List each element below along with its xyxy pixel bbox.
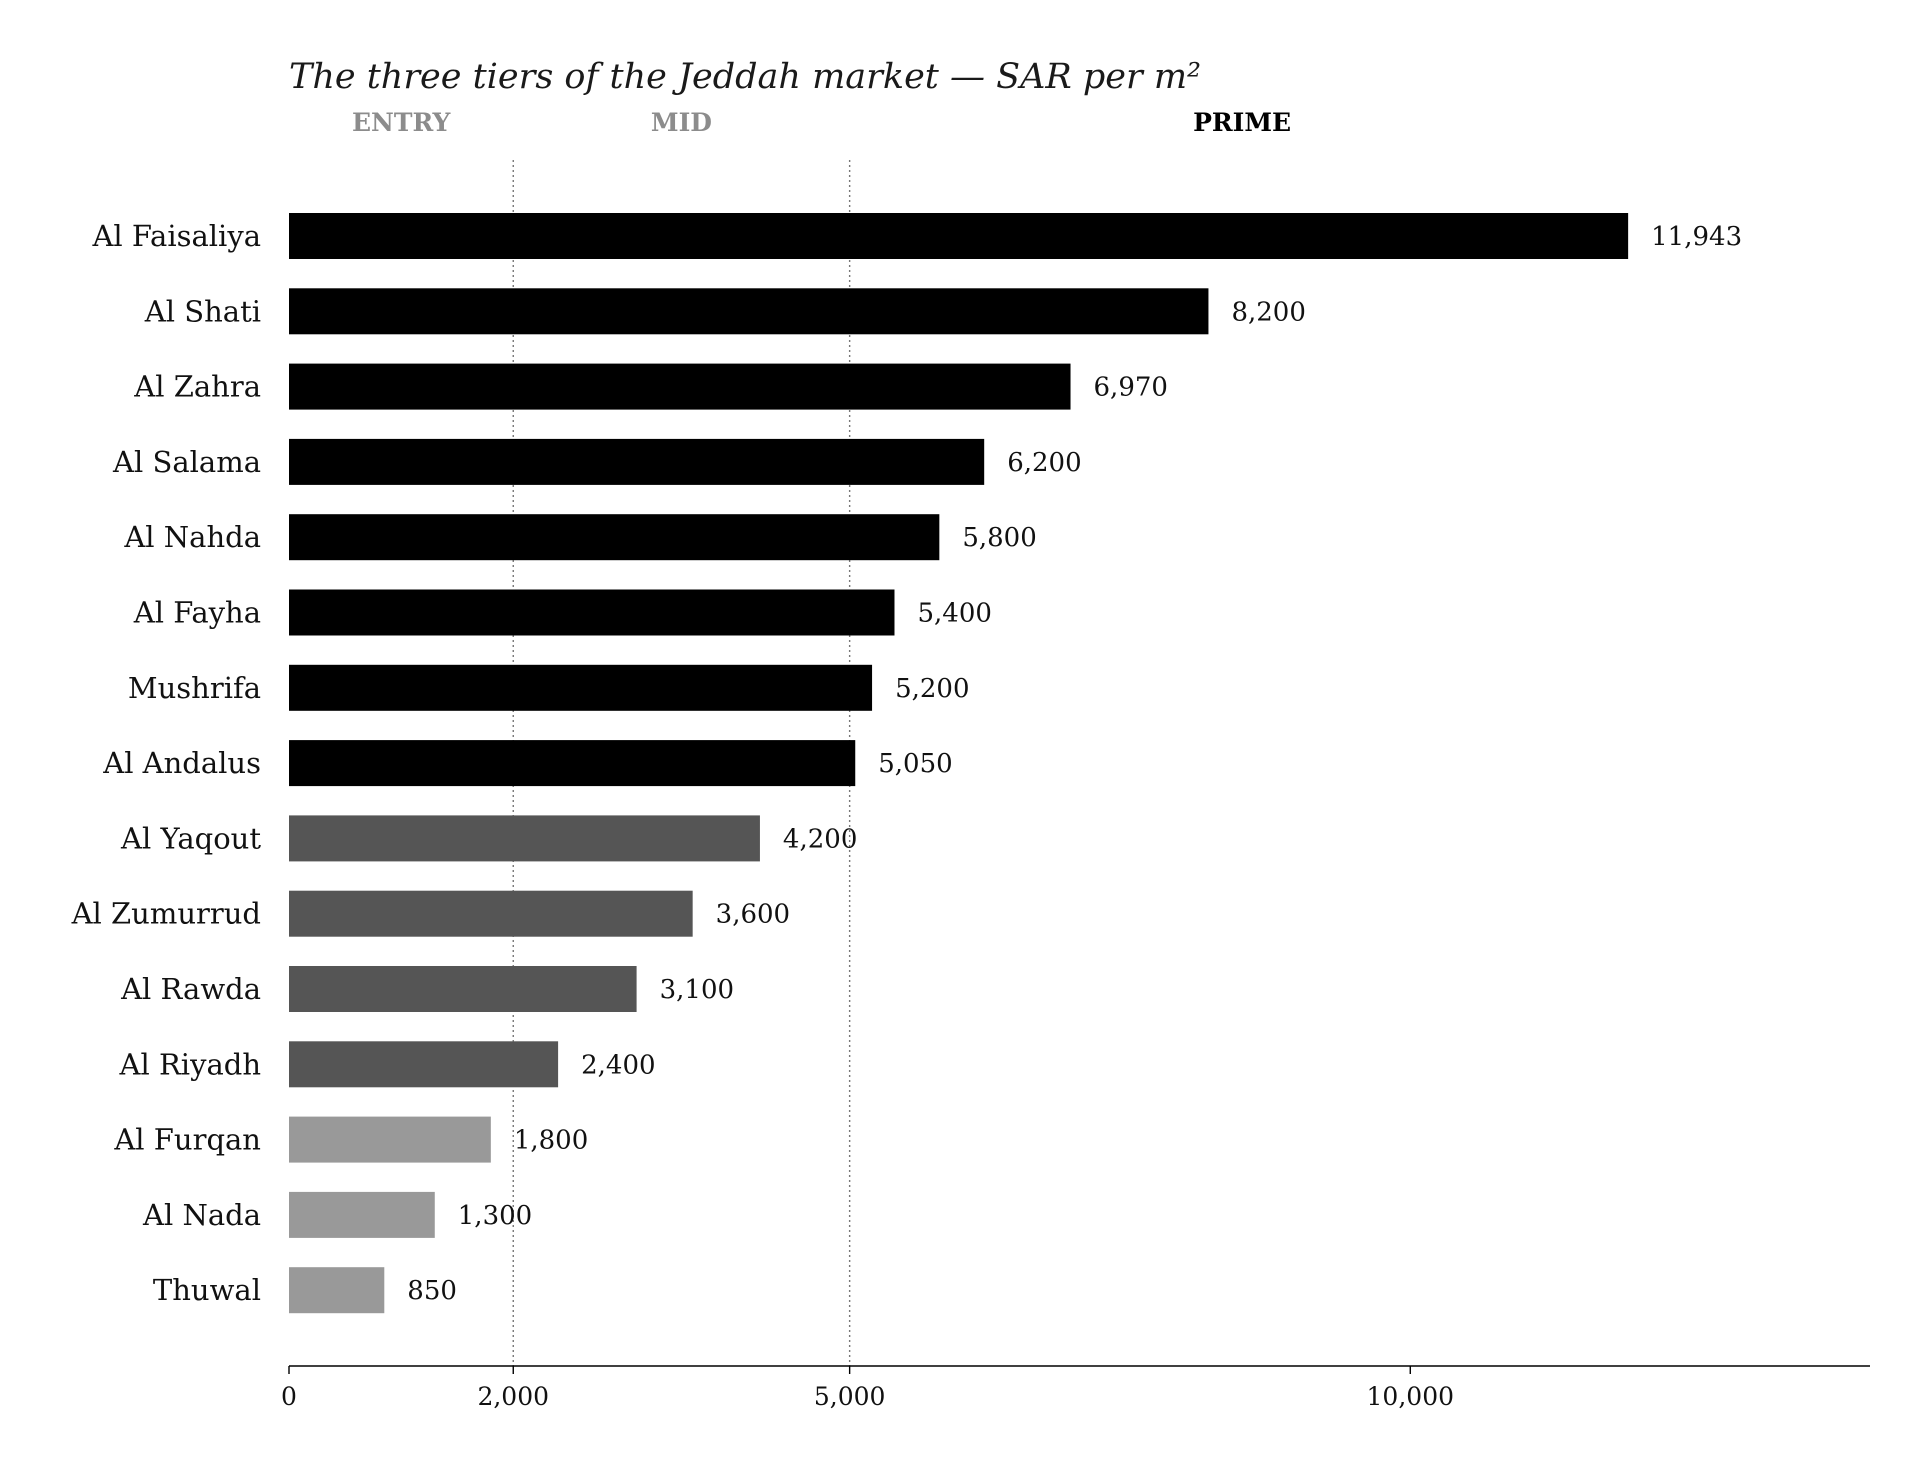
value-label: 2,400 [581, 1050, 655, 1080]
category-label: Al Nahda [123, 520, 261, 554]
x-tick-label: 5,000 [814, 1382, 886, 1411]
value-label: 3,600 [716, 900, 790, 930]
bar-al-faisaliya [289, 213, 1629, 259]
bar-al-zumurrud [289, 890, 693, 937]
x-tick-label: 10,000 [1367, 1382, 1454, 1411]
bar-al-zahra [289, 363, 1071, 410]
bar-al-nada [289, 1191, 435, 1238]
value-labels: 11,943 8,200 6,970 6,200 5,800 5,400 5,200 5,05… [407, 222, 1742, 1306]
value-label: 1,800 [514, 1126, 588, 1156]
category-label: Al Riyadh [119, 1047, 261, 1081]
category-label: Al Andalus [102, 746, 261, 780]
category-label: Al Zahra [133, 370, 261, 404]
value-label: 5,050 [878, 749, 952, 779]
category-label: Al Faisaliya [91, 219, 261, 253]
value-label: 4,200 [783, 824, 857, 854]
tier-labels: ENTRY MID PRIME [352, 108, 1291, 137]
x-tick-label: 0 [281, 1382, 297, 1411]
value-label: 6,970 [1094, 373, 1168, 403]
bar-al-yaqout [289, 815, 760, 862]
bar-al-furqan [289, 1116, 491, 1163]
bar-thuwal [289, 1267, 385, 1314]
value-label: 5,400 [917, 599, 991, 629]
value-label: 6,200 [1007, 448, 1081, 478]
category-label: Al Zumurrud [71, 897, 261, 931]
tier-label-entry: ENTRY [352, 108, 452, 137]
bar-al-rawda [289, 966, 637, 1012]
category-label: Al Furqan [113, 1123, 261, 1157]
category-label: Al Fayha [133, 596, 261, 630]
category-label: Al Yaqout [120, 821, 261, 855]
tier-label-prime: PRIME [1193, 108, 1291, 137]
bar-al-nahda [289, 514, 940, 561]
bars [289, 213, 1629, 1314]
bar-al-riyadh [289, 1041, 559, 1088]
value-label: 5,200 [895, 674, 969, 704]
value-label: 3,100 [660, 975, 734, 1005]
bar-al-andalus [289, 740, 856, 787]
value-label: 1,300 [458, 1201, 532, 1231]
category-label: Al Shati [144, 294, 261, 328]
x-axis: 0 2,000 5,000 10,000 [281, 1365, 1870, 1411]
category-labels: Al Faisaliya Al Shati Al Zahra Al Salama Al … [71, 219, 262, 1307]
value-label: 8,200 [1231, 297, 1305, 327]
tier-label-mid: MID [651, 108, 712, 137]
chart-title: The three tiers of the Jeddah market — S… [289, 57, 1201, 97]
bar-al-salama [289, 438, 985, 485]
category-label: Mushrifa [128, 671, 261, 705]
value-label: 5,800 [962, 523, 1036, 553]
x-tick-label: 2,000 [477, 1382, 549, 1411]
tier-threshold-lines [512, 160, 851, 1366]
bar-al-shati [289, 288, 1209, 335]
category-label: Al Salama [112, 445, 261, 479]
category-label: Al Rawda [120, 972, 261, 1006]
category-label: Thuwal [153, 1273, 261, 1307]
value-label: 850 [407, 1276, 457, 1306]
bar-mushrifa [289, 664, 873, 711]
category-label: Al Nada [142, 1198, 261, 1232]
bar-al-fayha [289, 589, 895, 636]
value-label: 11,943 [1651, 222, 1742, 252]
